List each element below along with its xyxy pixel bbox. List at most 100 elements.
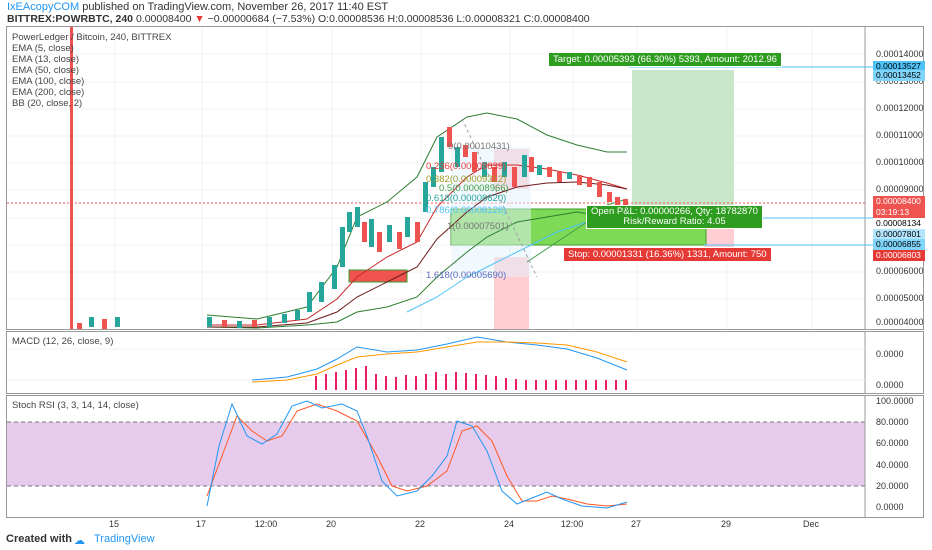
time-axis-label: 22 — [414, 519, 426, 529]
macd-bar — [335, 372, 337, 390]
price-tag: 0.00013527 — [873, 61, 925, 72]
symbol-label: BITTREX:POWRBTC, 240 — [7, 13, 134, 25]
candle — [439, 137, 444, 172]
macd-axis-label: 0.0000 — [876, 380, 904, 390]
target-label[interactable]: Target: 0.00005393 (66.30%) 5393, Amount… — [548, 52, 782, 67]
candle — [415, 222, 420, 242]
footer: Created with ☁ TradingView — [0, 530, 932, 550]
candle — [267, 317, 272, 327]
macd-bar — [585, 380, 587, 390]
candle — [431, 167, 436, 187]
candle — [295, 310, 300, 320]
fib-0: 0(0.00010431) — [448, 141, 510, 152]
stoch-axis-label: 0.0000 — [876, 502, 904, 512]
macd-bar — [415, 376, 417, 390]
macd-bar — [465, 373, 467, 390]
legend-ema5: EMA (5, close) — [12, 43, 74, 54]
time-axis-label: 24 — [503, 519, 515, 529]
macd-bar — [445, 374, 447, 390]
candle — [522, 155, 527, 177]
open-pnl-label: Open P&L: 0.00000266, Qty: 18782870 — [591, 206, 758, 217]
bb-lower — [206, 211, 628, 329]
stochrsi-canvas[interactable] — [7, 396, 923, 517]
stoch-axis-label: 80.0000 — [876, 417, 909, 427]
pnl-box[interactable]: Open P&L: 0.00000266, Qty: 18782870 Risk… — [586, 205, 763, 229]
macd-bar — [315, 376, 317, 390]
stochrsi-panel[interactable]: Stoch RSI (3, 3, 14, 14, close) — [6, 395, 924, 518]
macd-bar — [475, 374, 477, 390]
macd-bar — [485, 375, 487, 390]
price-axis-label: 0.00012000 — [876, 103, 924, 113]
price-axis-label: 0.00011000 — [876, 130, 923, 140]
candle — [623, 199, 628, 207]
candle — [362, 222, 367, 242]
candle — [387, 225, 392, 242]
candle — [355, 207, 360, 227]
macd-canvas[interactable] — [7, 332, 923, 393]
candle — [369, 219, 374, 247]
fib-0618: 0.618(0.00008620) — [426, 193, 507, 204]
price-axis-label: 0.00010000 — [876, 157, 924, 167]
macd-bar — [505, 378, 507, 390]
macd-bar — [455, 372, 457, 390]
price-axis-label: 0.00006000 — [876, 266, 924, 276]
macd-bar — [495, 376, 497, 390]
macd-bar — [525, 380, 527, 390]
time-axis-label: 12:00 — [254, 519, 278, 529]
candle — [615, 197, 620, 205]
macd-panel[interactable]: MACD (12, 26, close, 9) — [6, 331, 924, 394]
macd-bar — [345, 370, 347, 390]
candles — [77, 127, 628, 329]
price-tag: 0.00008400 — [873, 196, 925, 207]
stoch-k-line — [206, 403, 628, 507]
published-text: published on TradingView.com, November 2… — [79, 1, 389, 13]
macd-bar — [565, 380, 567, 390]
legend-bb: BB (20, close, 2) — [12, 98, 83, 109]
time-axis-label: 27 — [630, 519, 642, 529]
ohlc-open: O:0.00008536 — [318, 13, 385, 25]
stoch-d-line — [206, 400, 628, 509]
candle — [502, 162, 507, 177]
publish-line: IxEAcopyCOM published on TradingView.com… — [7, 1, 388, 13]
candle — [307, 292, 312, 312]
legend-ema13: EMA (13, close) — [12, 54, 80, 65]
candle — [512, 167, 517, 187]
candle — [567, 172, 572, 179]
stoch-axis-label: 60.0000 — [876, 438, 909, 448]
stop-label[interactable]: Stop: 0.00001331 (16.36%) 1331, Amount: … — [563, 247, 772, 262]
candle — [397, 232, 402, 249]
candle — [492, 167, 497, 182]
macd-bar — [575, 380, 577, 390]
time-axis-label: 15 — [108, 519, 120, 529]
fib-0786: 0.786(0.00008128) — [426, 205, 507, 216]
fib-05: 0.5(0.00008966) — [439, 183, 509, 194]
price-panel[interactable]: PowerLedger / Bitcoin, 240, BITTREX EMA … — [6, 26, 924, 330]
price-tag: 0.00013452 — [873, 70, 925, 81]
candle — [347, 212, 352, 232]
candle — [282, 314, 287, 323]
price-tag: 03:19:13 — [873, 207, 925, 218]
candle — [115, 317, 120, 327]
price-change: −0.00000684 (−7.53%) — [207, 13, 316, 25]
candle — [587, 177, 592, 187]
quote-line: BITTREX:POWRBTC, 240 0.00008400 ▼ −0.000… — [7, 13, 590, 25]
macd-line — [251, 336, 628, 381]
candle — [577, 175, 582, 185]
fib-1: 1(0.00007501) — [447, 221, 509, 232]
stoch-axis-label: 100.0000 — [876, 396, 914, 406]
macd-bar — [605, 380, 607, 390]
fib-0382: 0.382(0.00009312) — [426, 174, 507, 185]
macd-bar — [545, 380, 547, 390]
tradingview-link[interactable]: TradingView — [94, 533, 155, 545]
main-legend: PowerLedger / Bitcoin, 240, BITTREX EMA … — [12, 32, 171, 109]
macd-bar — [375, 374, 377, 390]
candle — [557, 172, 562, 182]
author-link[interactable]: IxEAcopyCOM — [7, 1, 80, 13]
candle — [222, 320, 227, 327]
macd-bar — [395, 377, 397, 390]
candle — [537, 165, 542, 175]
price-chart-canvas[interactable] — [7, 27, 923, 329]
candle — [252, 320, 257, 327]
stoch-axis-label: 40.0000 — [876, 460, 909, 470]
created-with-label: Created with — [6, 533, 73, 545]
